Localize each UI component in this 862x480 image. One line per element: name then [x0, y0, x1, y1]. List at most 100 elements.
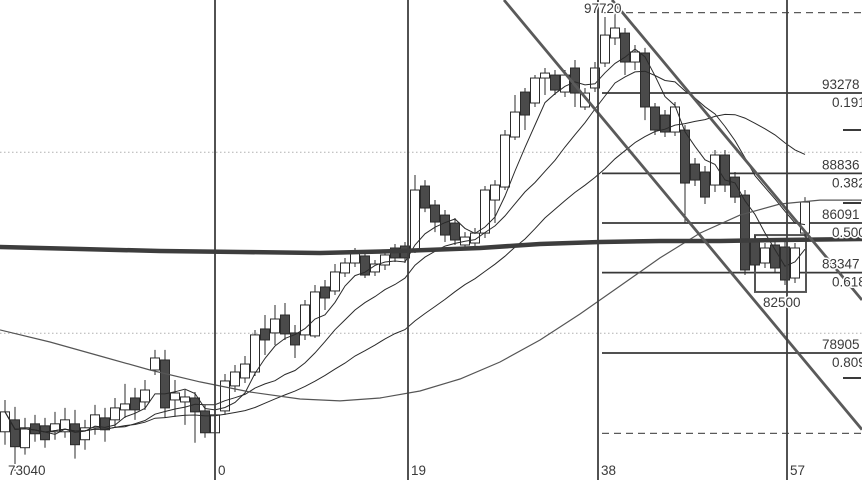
labels: 0 19 38 57 73040 93278 0.191 88836 0.382 86091 0.5…: [7, 0, 862, 480]
candle-body-bearish: [750, 239, 760, 266]
candles: [0, 12, 810, 472]
candle-body-bullish: [240, 363, 250, 379]
candle-body-bullish: [710, 154, 720, 186]
candle-body-bullish: [470, 232, 480, 244]
candle-body-bullish: [590, 67, 600, 89]
candle-body-bullish: [300, 304, 310, 336]
candle-body-bullish: [310, 291, 320, 337]
candle-body-bullish: [610, 27, 620, 39]
candle-body-bearish: [440, 214, 450, 236]
candle-body-bullish: [340, 262, 350, 274]
fib-ratio-label: 0.618: [832, 275, 862, 290]
fib-ratio-label: 0.382: [832, 175, 862, 190]
fib-price-label: 78905: [822, 337, 860, 352]
candle-body-bearish: [550, 74, 560, 91]
candle-body-bearish: [740, 194, 750, 271]
fib-price-label: 88836: [822, 157, 860, 172]
candle-body-bearish: [200, 410, 210, 434]
candle-body-bullish: [380, 254, 390, 266]
swing-high-label: 97720: [584, 1, 622, 16]
candle-body-bullish: [110, 407, 120, 421]
candle-body-bearish: [700, 171, 710, 198]
candle-body-bearish: [770, 244, 780, 269]
candle-body-bullish: [540, 72, 550, 79]
fib-ratio-label: 0.191: [832, 95, 862, 110]
candle-body-bearish: [640, 52, 650, 108]
candle-body-bullish: [630, 51, 640, 63]
trendline: [502, 0, 862, 431]
right-edge-ticks: [843, 129, 861, 380]
candle-body-bullish: [270, 318, 280, 334]
candle-body-bullish: [230, 371, 240, 387]
candle-body-bullish: [670, 106, 680, 133]
candle-body-bullish: [490, 184, 500, 201]
candle-body-bearish: [280, 314, 290, 335]
candle-body-bearish: [650, 106, 660, 131]
fib-price-label: 86091: [822, 207, 860, 222]
low-price-axis-label: 73040: [8, 463, 46, 478]
candle-body-bearish: [290, 332, 300, 346]
candle-body-bullish: [90, 414, 100, 429]
ma-line-5: [4, 48, 806, 435]
fib-ratio-label: 0.500: [832, 225, 862, 240]
fibonacci-levels: [602, 11, 862, 435]
candle-body-bearish: [730, 176, 740, 198]
candle-body-bullish: [140, 389, 150, 403]
candle-body-bearish: [660, 114, 670, 133]
candle-body-bearish: [450, 222, 460, 241]
candle-body-bullish: [510, 111, 520, 138]
swing-low-label: 82500: [763, 295, 801, 310]
candle-body-bullish: [180, 396, 190, 403]
candle-body-bullish: [580, 92, 590, 108]
ma-line-200: [0, 236, 862, 256]
candle-body-bearish: [10, 419, 20, 448]
x-axis-label: 38: [601, 463, 616, 478]
vertical-gridlines: [214, 0, 788, 480]
candle-body-bearish: [420, 185, 430, 209]
candle-body-bullish: [530, 77, 540, 104]
candle-body-bearish: [720, 154, 730, 186]
candle-body-bearish: [320, 286, 330, 299]
candle-body-bearish: [100, 417, 110, 431]
x-axis-label: 0: [218, 463, 226, 478]
candle-body-bearish: [680, 129, 690, 184]
candle-body-bullish: [350, 252, 360, 264]
fib-price-label: 83347: [822, 257, 860, 272]
candle-body-bullish: [50, 423, 60, 433]
x-axis-label: 57: [790, 463, 805, 478]
moving-averages-thin: [0, 48, 862, 435]
trend-channel: [502, 0, 862, 431]
candle-body-bearish: [70, 423, 80, 446]
fib-ratio-label: 0.809: [832, 355, 862, 370]
candle-body-bearish: [620, 32, 630, 63]
candle-body-bearish: [690, 163, 700, 181]
ma-line-25: [4, 113, 806, 433]
ma-line-50: [0, 199, 862, 402]
trendline: [610, 0, 862, 301]
candle-body-bearish: [360, 255, 370, 276]
candle-body-bullish: [600, 34, 610, 64]
candle-body-bearish: [260, 328, 270, 341]
candle-body-bullish: [500, 134, 510, 188]
candle-body-bearish: [130, 397, 140, 411]
candle-body-bullish: [220, 380, 230, 412]
candle-body-bullish: [790, 247, 800, 279]
candle-body-bullish: [80, 427, 90, 441]
candle-body-bullish: [330, 271, 340, 292]
candle-body-bullish: [20, 427, 30, 449]
ma-line-12: [4, 70, 806, 433]
candle-body-bearish: [520, 91, 530, 116]
candle-body-bullish: [250, 334, 260, 373]
candle-body-bullish: [0, 411, 10, 433]
candle-body-bearish: [780, 246, 790, 281]
candle-body-bullish: [170, 392, 180, 401]
candle-body-bearish: [30, 423, 40, 435]
fib-price-label: 93278: [822, 77, 860, 92]
candle-body-bullish: [60, 419, 70, 433]
candle-body-bearish: [160, 359, 170, 409]
candle-body-bullish: [150, 357, 160, 371]
candle-body-bullish: [120, 403, 130, 411]
x-axis-label: 19: [411, 463, 426, 478]
